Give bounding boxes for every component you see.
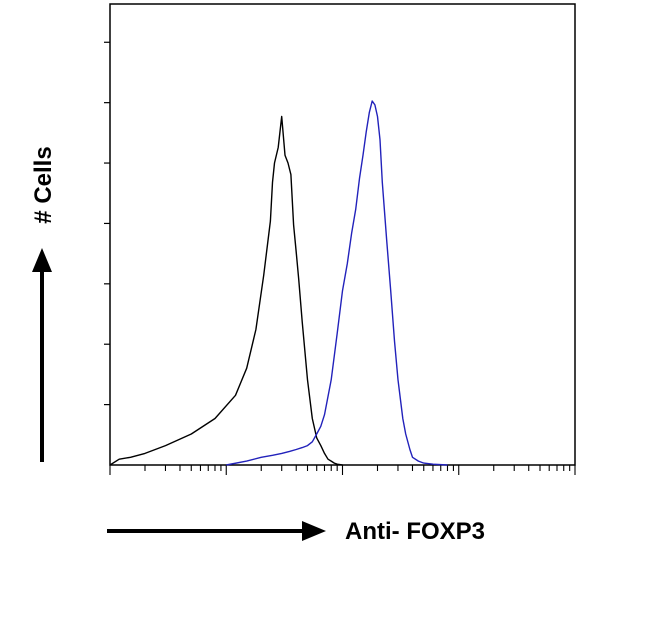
x-axis-label: Anti- FOXP3 [345, 518, 485, 545]
series-layer [109, 100, 448, 466]
y-axis-label: # Cells [30, 146, 57, 223]
plot-frame [109, 3, 576, 466]
series-line-1 [109, 115, 343, 466]
x-axis-arrow-head [302, 521, 326, 541]
y-axis-ticks [104, 41, 110, 406]
y-axis-arrow-head [32, 248, 52, 272]
series-line-2 [226, 100, 448, 466]
x-axis-ticks [109, 465, 576, 475]
